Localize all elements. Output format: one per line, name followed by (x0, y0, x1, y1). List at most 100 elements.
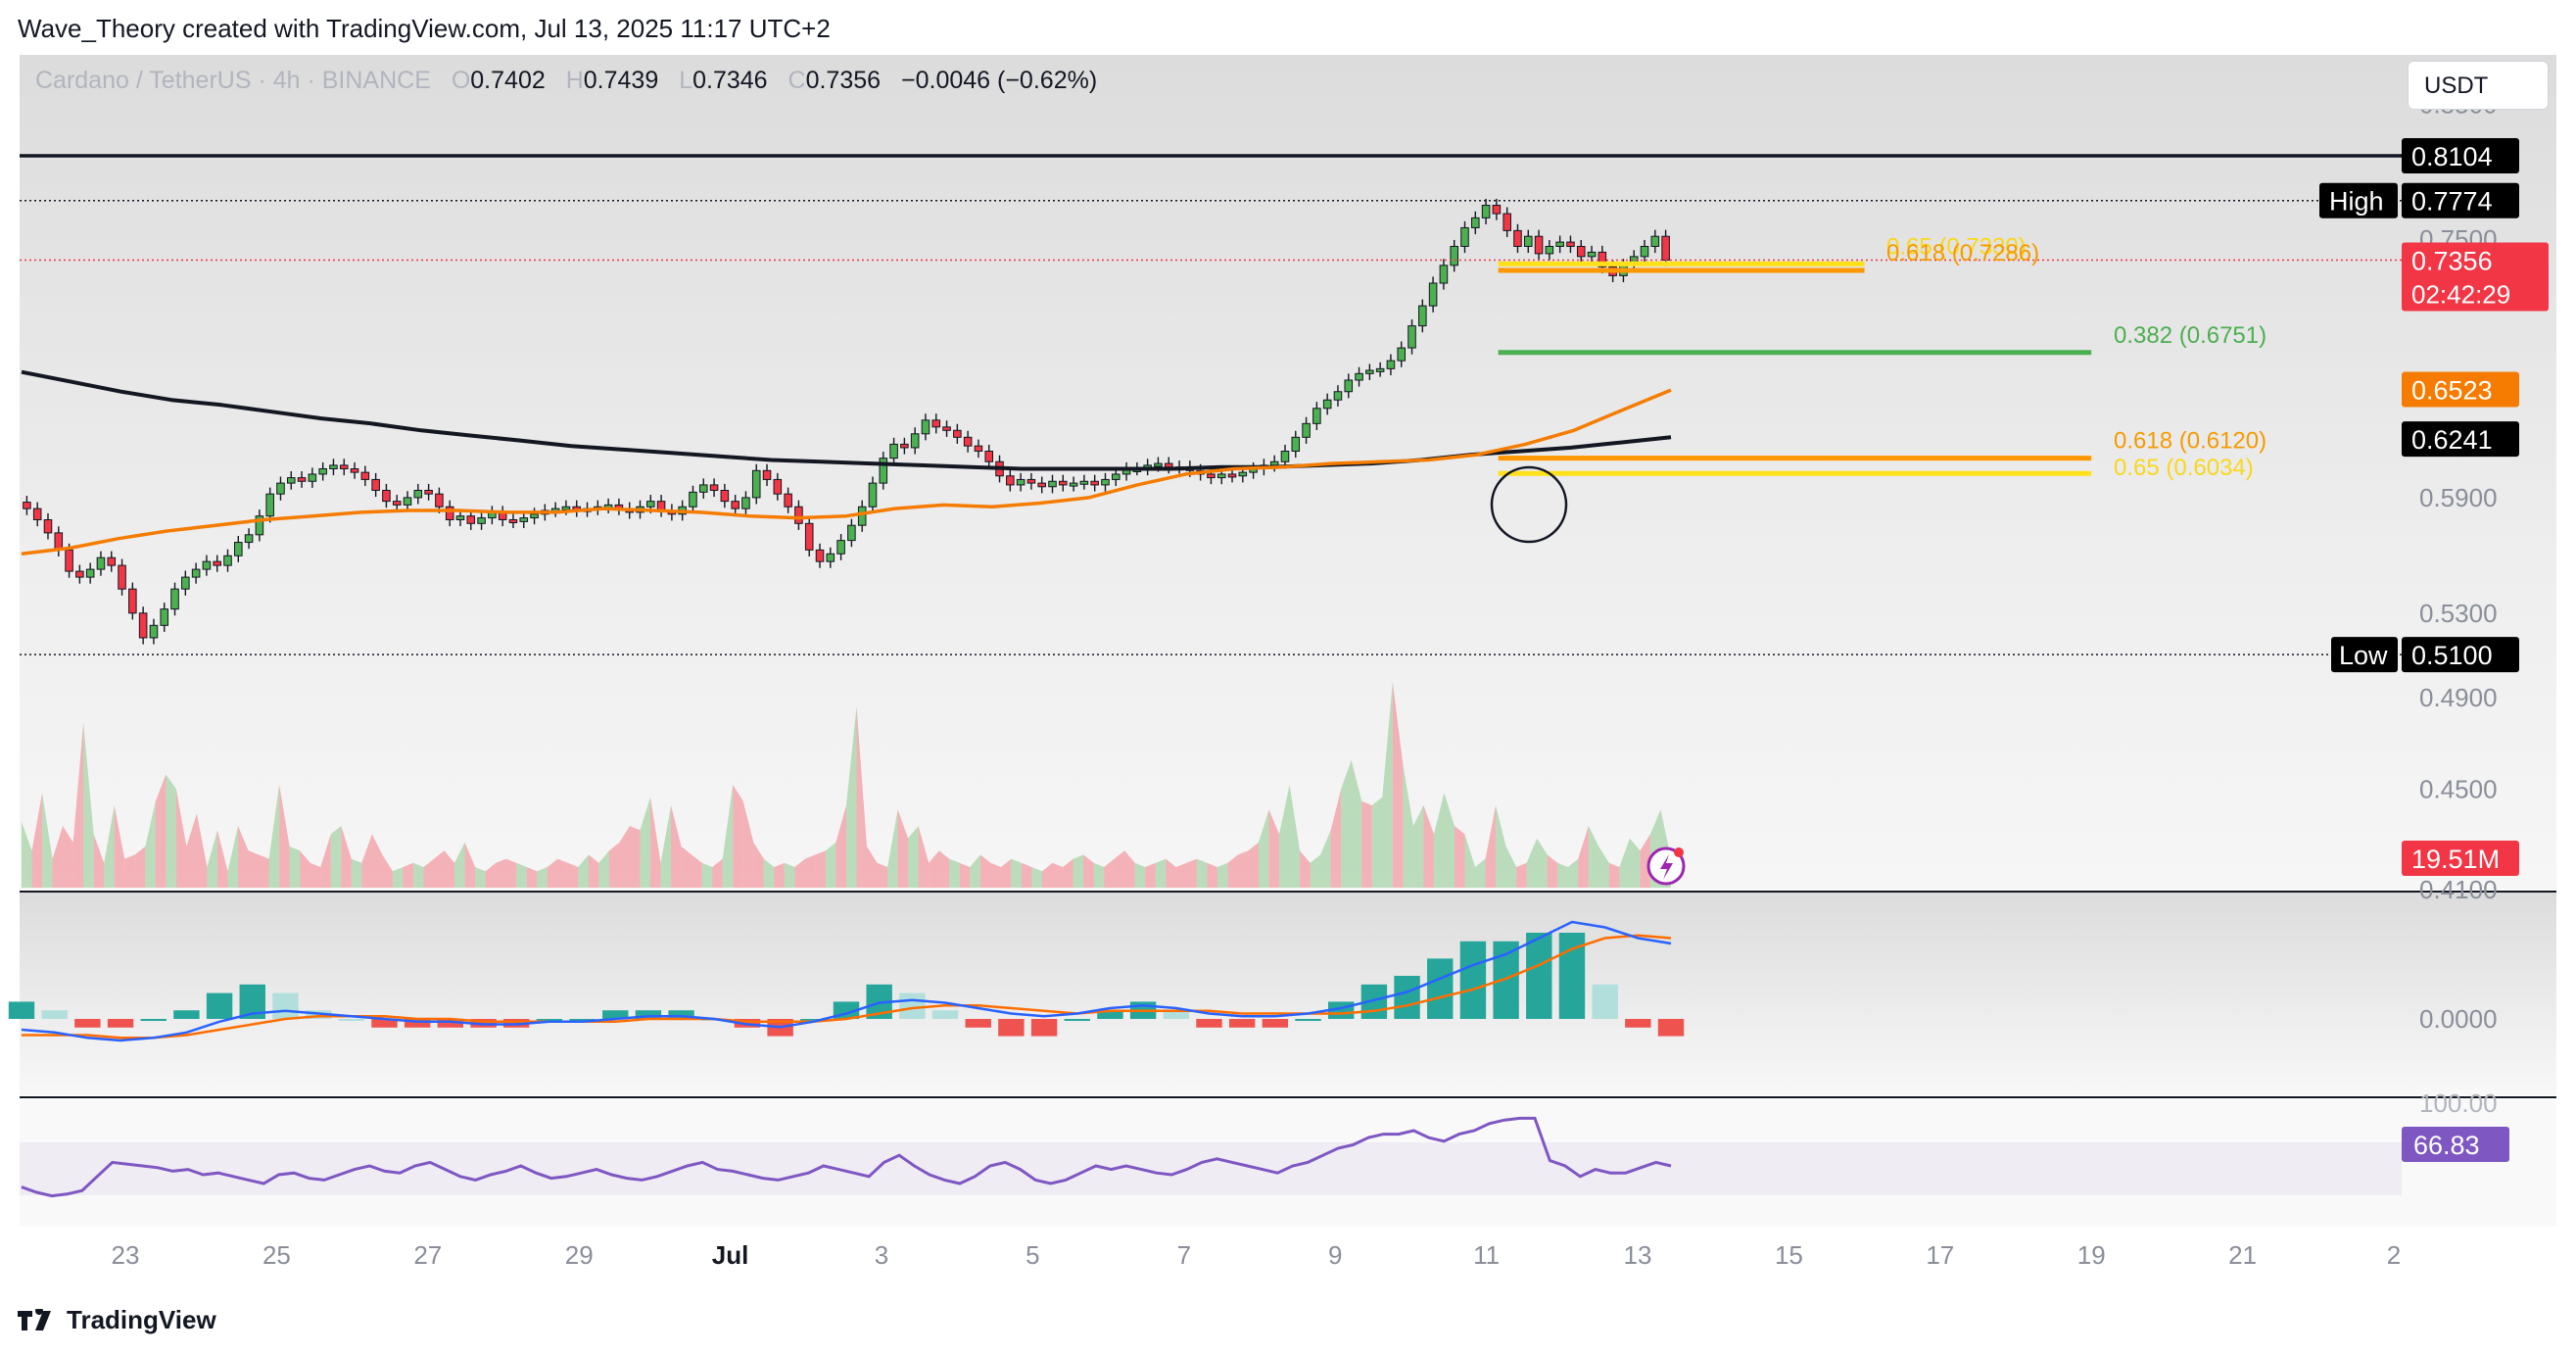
candle-body[interactable] (329, 464, 338, 469)
candle-body[interactable] (1418, 305, 1427, 327)
candle-body[interactable] (720, 489, 730, 503)
price-pane[interactable]: 0.65 (0.7330)0.618 (0.7286) 0.382 (0.6751… (20, 154, 2402, 655)
candle-body[interactable] (1386, 360, 1396, 369)
candle-body[interactable] (784, 493, 792, 508)
candle-body[interactable] (1227, 473, 1237, 478)
candle-body[interactable] (128, 588, 137, 614)
candle-body[interactable] (889, 443, 898, 459)
candle-body[interactable] (1576, 245, 1586, 258)
rsi-line[interactable] (21, 1116, 1672, 1198)
candle-body[interactable] (350, 467, 359, 473)
candle-body[interactable] (424, 489, 433, 495)
candle-body[interactable] (255, 515, 264, 536)
candle-body[interactable] (118, 564, 126, 590)
rsi-pane[interactable]: 100.00 66.83 (20, 1088, 2509, 1198)
candle-body[interactable] (371, 478, 380, 491)
candle-body[interactable] (1481, 205, 1491, 218)
candle-body[interactable] (1101, 478, 1110, 486)
candle-body[interactable] (804, 522, 814, 551)
candle-body[interactable] (1407, 325, 1416, 349)
candle-body[interactable] (836, 540, 845, 555)
candle-body[interactable] (1471, 217, 1480, 228)
candle-body[interactable] (1090, 480, 1099, 486)
candle-body[interactable] (1280, 451, 1290, 462)
candle-body[interactable] (223, 555, 232, 566)
candle-body[interactable] (1291, 436, 1301, 453)
candle-body[interactable] (847, 524, 856, 542)
candle-body[interactable] (413, 489, 423, 499)
candle-body[interactable] (1026, 478, 1036, 484)
candle-body[interactable] (382, 489, 391, 503)
candle-body[interactable] (910, 433, 920, 449)
candle-body[interactable] (751, 469, 761, 499)
candle-body[interactable] (43, 518, 53, 534)
candle-body[interactable] (360, 471, 370, 480)
candle-body[interactable] (826, 553, 835, 562)
candle-body[interactable] (1344, 379, 1354, 393)
candle-body[interactable] (689, 491, 697, 508)
candle-body[interactable] (96, 556, 106, 570)
candle-body[interactable] (339, 464, 349, 469)
candle-body[interactable] (160, 608, 169, 626)
candle-body[interactable] (1333, 391, 1343, 401)
candle-body[interactable] (1365, 369, 1374, 374)
candle-body[interactable] (149, 624, 159, 639)
candle-body[interactable] (879, 458, 888, 484)
candle-body[interactable] (276, 482, 285, 495)
candle-body[interactable] (963, 436, 973, 447)
candle-body[interactable] (1513, 229, 1522, 247)
price-axis[interactable]: 0.85000.75000.59000.53000.49000.45000.41… (2319, 90, 2549, 904)
candle-body[interactable] (85, 568, 95, 578)
candle-body[interactable] (953, 429, 962, 438)
macd-pane[interactable]: 0.0000 (8, 920, 2498, 1042)
candle-body[interactable] (1355, 372, 1363, 381)
candle-body[interactable] (1164, 462, 1173, 468)
candle-body[interactable] (900, 443, 909, 449)
candle-body[interactable] (75, 570, 84, 578)
candle-body[interactable] (1534, 235, 1544, 255)
candle-body[interactable] (403, 497, 412, 506)
candle-body[interactable] (1269, 460, 1279, 466)
candle-body[interactable] (519, 517, 529, 522)
candle-body[interactable] (1069, 482, 1078, 487)
candle-body[interactable] (1006, 475, 1015, 486)
candle-body[interactable] (1207, 473, 1216, 479)
candle-body[interactable] (931, 419, 941, 428)
candle-body[interactable] (318, 467, 327, 475)
candle-body[interactable] (170, 588, 179, 610)
candle-body[interactable] (1640, 245, 1649, 258)
candle-body[interactable] (1587, 251, 1597, 258)
candle-body[interactable] (1503, 213, 1511, 231)
candle-body[interactable] (191, 568, 201, 578)
candle-body[interactable] (698, 484, 708, 493)
candle-body[interactable] (1302, 422, 1311, 438)
candle-body[interactable] (741, 497, 750, 509)
candle-body[interactable] (1450, 245, 1458, 266)
candle-body[interactable] (1523, 235, 1533, 247)
candle-body[interactable] (392, 501, 402, 506)
candle-body[interactable] (942, 426, 951, 431)
candle-body[interactable] (1566, 241, 1575, 247)
candle-body[interactable] (1375, 367, 1385, 372)
candle-body[interactable] (477, 517, 486, 524)
candle-body[interactable] (286, 477, 296, 484)
macd-signal-line[interactable] (22, 934, 1672, 1040)
candle-body[interactable] (181, 576, 190, 590)
candle-body[interactable] (815, 549, 825, 562)
candle-body[interactable] (435, 493, 444, 508)
candle-body[interactable] (1661, 235, 1670, 261)
candle-body[interactable] (1059, 480, 1068, 486)
candle-body[interactable] (32, 508, 42, 520)
candle-body[interactable] (1154, 462, 1163, 467)
candle-body[interactable] (244, 534, 254, 544)
candle-body[interactable] (1492, 205, 1502, 215)
circle-golden-cross-marker[interactable] (1490, 465, 1568, 544)
candle-body[interactable] (1312, 408, 1321, 424)
candles-group[interactable] (23, 198, 1670, 645)
candle-body[interactable] (1650, 235, 1660, 247)
candle-body[interactable] (202, 560, 212, 570)
candle-body[interactable] (138, 612, 148, 639)
candle-body[interactable] (1428, 282, 1438, 307)
candle-body[interactable] (234, 542, 243, 556)
time-axis[interactable]: 23 25 27 29 Jul 3 5 7 9 11 13 15 17 19 21 2 (112, 1240, 2402, 1270)
